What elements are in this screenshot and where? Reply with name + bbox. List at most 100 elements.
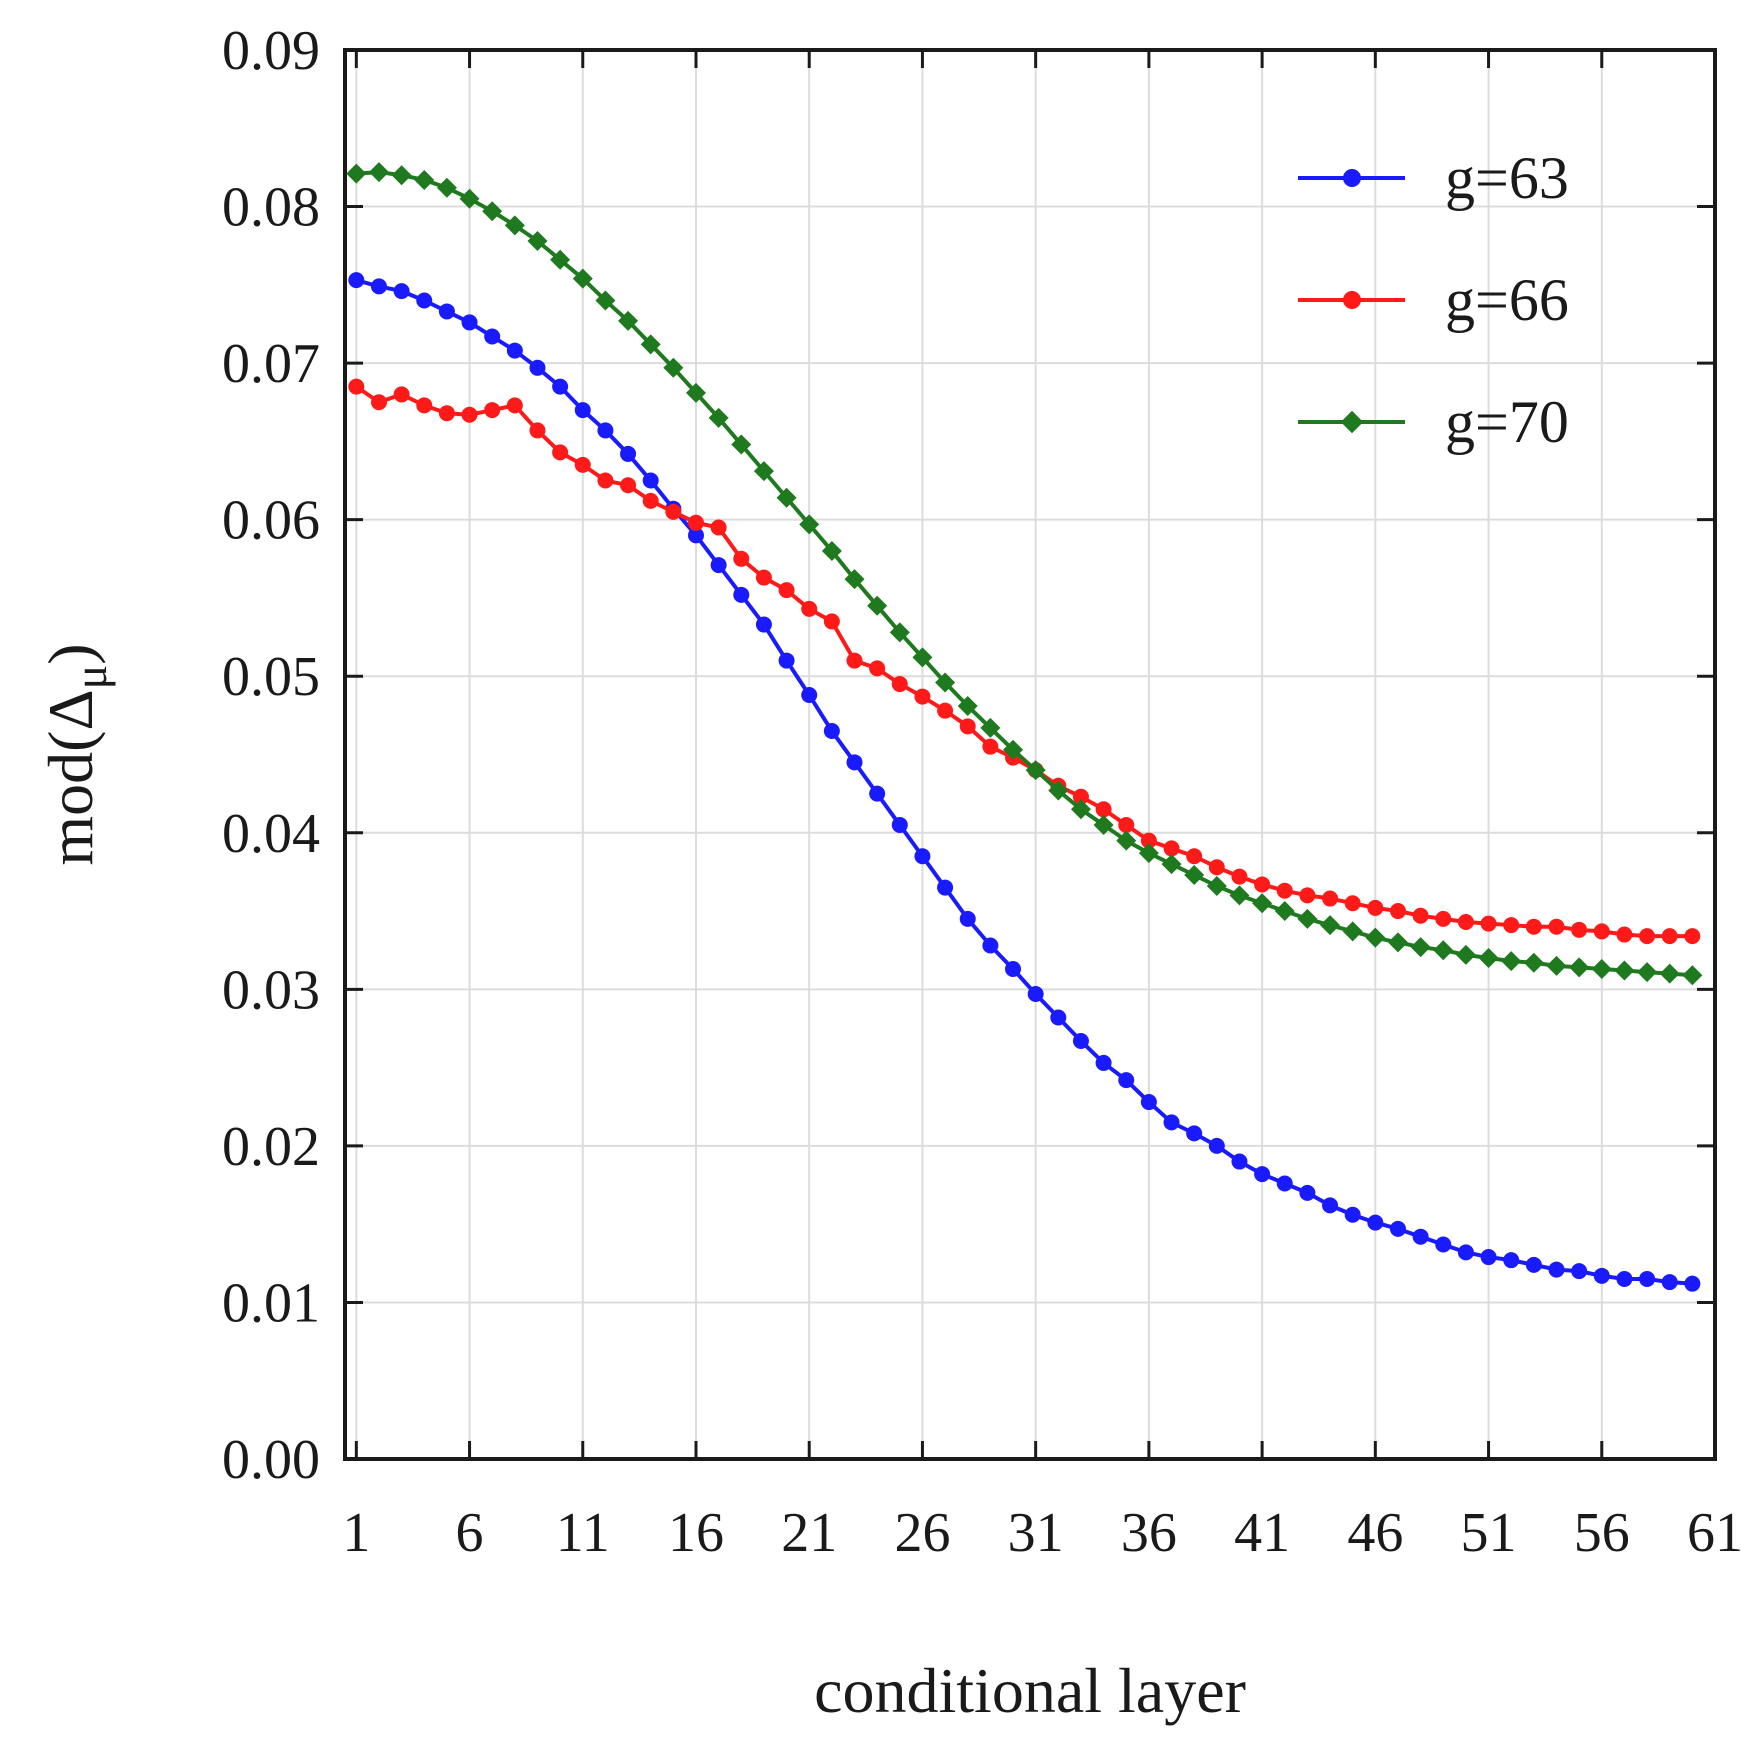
data-point bbox=[552, 378, 569, 395]
data-point bbox=[937, 879, 954, 896]
x-tick-label: 16 bbox=[668, 1502, 724, 1564]
data-point bbox=[687, 514, 704, 531]
data-point bbox=[1684, 1275, 1701, 1292]
data-point bbox=[937, 702, 954, 719]
data-point bbox=[393, 386, 410, 403]
data-point bbox=[1003, 739, 1024, 760]
data-point bbox=[1365, 927, 1386, 948]
data-point bbox=[1231, 1153, 1248, 1170]
data-point bbox=[1659, 963, 1680, 984]
data-point bbox=[1593, 1267, 1610, 1284]
series-g=66 bbox=[348, 378, 1701, 945]
data-point bbox=[1184, 865, 1205, 886]
x-tick-label: 26 bbox=[894, 1502, 950, 1564]
data-point bbox=[1229, 885, 1250, 906]
legend-item: g=70 bbox=[1298, 389, 1569, 455]
data-point bbox=[1005, 960, 1022, 977]
data-point bbox=[438, 405, 455, 422]
series-g=70 bbox=[346, 162, 1703, 986]
x-tick-label: 6 bbox=[456, 1502, 484, 1564]
data-point bbox=[368, 162, 389, 183]
data-point bbox=[1118, 816, 1135, 833]
data-point bbox=[1322, 890, 1339, 907]
data-point bbox=[1639, 1270, 1656, 1287]
data-point bbox=[1095, 801, 1112, 818]
x-tick-label: 51 bbox=[1461, 1502, 1517, 1564]
data-point bbox=[1072, 788, 1089, 805]
data-point bbox=[801, 687, 818, 704]
y-tick-label: 0.07 bbox=[222, 333, 320, 395]
data-point bbox=[529, 422, 546, 439]
data-point bbox=[801, 600, 818, 617]
data-point bbox=[484, 402, 501, 419]
data-point bbox=[1367, 1214, 1384, 1231]
x-tick-label: 1 bbox=[342, 1502, 370, 1564]
data-point bbox=[935, 672, 956, 693]
y-tick-label: 0.01 bbox=[222, 1272, 320, 1334]
data-point bbox=[574, 456, 591, 473]
data-point bbox=[552, 444, 569, 461]
data-point bbox=[1342, 921, 1363, 942]
data-point bbox=[1569, 957, 1590, 978]
data-point bbox=[1412, 907, 1429, 924]
data-point bbox=[869, 785, 886, 802]
data-point bbox=[595, 290, 616, 311]
data-point bbox=[436, 177, 457, 198]
data-point bbox=[1457, 1244, 1474, 1261]
data-point bbox=[733, 586, 750, 603]
data-point bbox=[1140, 1094, 1157, 1111]
data-point bbox=[663, 357, 684, 378]
data-point bbox=[914, 848, 931, 865]
data-point bbox=[1387, 932, 1408, 953]
y-tick-label: 0.03 bbox=[222, 959, 320, 1021]
data-point bbox=[1116, 830, 1137, 851]
data-point bbox=[821, 540, 842, 561]
data-point bbox=[733, 550, 750, 567]
data-point bbox=[1140, 832, 1157, 849]
data-point bbox=[1455, 944, 1476, 965]
data-point bbox=[1435, 910, 1452, 927]
data-point bbox=[1050, 1009, 1067, 1026]
data-point bbox=[348, 272, 365, 289]
data-point bbox=[799, 514, 820, 535]
data-point bbox=[484, 328, 501, 345]
data-point bbox=[550, 249, 571, 270]
data-point bbox=[348, 378, 365, 395]
data-point bbox=[1276, 882, 1293, 899]
data-point bbox=[1616, 926, 1633, 943]
data-point bbox=[1138, 843, 1159, 864]
data-point bbox=[461, 314, 478, 331]
data-point bbox=[1320, 915, 1341, 936]
data-point bbox=[1276, 1175, 1293, 1192]
data-point bbox=[1480, 915, 1497, 932]
legend-item: g=66 bbox=[1298, 267, 1569, 333]
data-point bbox=[982, 937, 999, 954]
y-tick-label: 0.02 bbox=[222, 1116, 320, 1178]
data-point bbox=[1435, 1236, 1452, 1253]
data-point bbox=[1095, 1054, 1112, 1071]
data-point bbox=[346, 163, 367, 184]
data-point bbox=[1525, 918, 1542, 935]
data-point bbox=[459, 188, 480, 209]
data-point bbox=[1523, 952, 1544, 973]
data-point bbox=[1070, 799, 1091, 820]
data-point bbox=[710, 519, 727, 536]
data-point bbox=[527, 230, 548, 251]
x-tick-label: 21 bbox=[781, 1502, 837, 1564]
data-point bbox=[1684, 928, 1701, 945]
data-point bbox=[642, 472, 659, 489]
data-point bbox=[1163, 840, 1180, 857]
data-point bbox=[1186, 848, 1203, 865]
data-point bbox=[642, 492, 659, 509]
data-point bbox=[1367, 899, 1384, 916]
legend-label: g=70 bbox=[1445, 389, 1569, 455]
data-point bbox=[912, 647, 933, 668]
data-point bbox=[869, 660, 886, 677]
data-point bbox=[1661, 1274, 1678, 1291]
data-point bbox=[370, 278, 387, 295]
data-point bbox=[731, 434, 752, 455]
y-tick-label: 0.00 bbox=[222, 1429, 320, 1491]
data-point bbox=[1340, 410, 1364, 434]
data-point bbox=[1299, 887, 1316, 904]
